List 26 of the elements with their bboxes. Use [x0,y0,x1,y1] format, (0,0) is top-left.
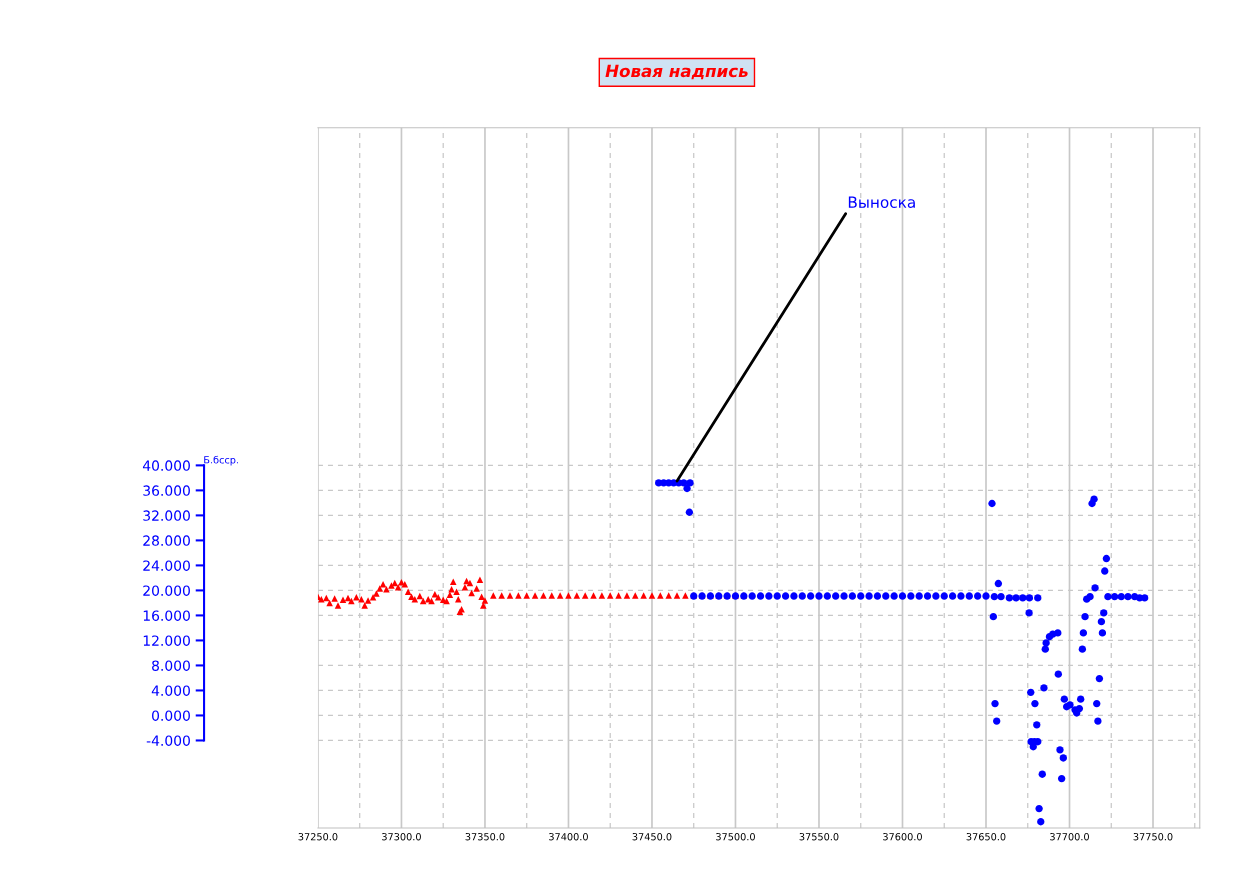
chart-title: Новая надпись [605,64,748,80]
x-tick-label: 37350.0 [465,833,505,841]
x-tick-label: 37400.0 [549,833,588,841]
x-tick-label: 37500.0 [716,833,755,841]
x-tick-label: 37750.0 [1133,833,1173,841]
x-tick-label: 37450.0 [632,833,672,841]
y-tick-label: 28.000 [143,535,190,546]
y-tick-label: 16.000 [143,610,190,621]
y-tick-label: 36.000 [143,485,190,496]
y-tick-label: 24.000 [143,560,190,571]
y-tick-label: 40.000 [142,460,190,471]
y-tick-label: 4.000 [151,685,190,696]
y-tick-label: 32.000 [143,510,190,521]
y-tick-label: 12.000 [143,635,190,646]
x-tick-label: 37650.0 [966,833,1006,841]
x-tick-label: 37550.0 [799,833,839,841]
x-tick-label: 37600.0 [883,833,922,841]
y-axis-title: Б.бсср. [204,455,238,466]
annotation: Выноска [848,196,915,208]
x-tick-label: 37300.0 [382,833,421,841]
y-tick-label: -4.000 [146,735,190,746]
x-tick-label: 37250.0 [298,833,338,841]
y-tick-label: 0.000 [152,710,190,721]
y-tick-label: 8.000 [152,660,190,671]
y-tick-label: 20.000 [143,585,190,596]
x-tick-label: 37700.0 [1050,833,1089,841]
